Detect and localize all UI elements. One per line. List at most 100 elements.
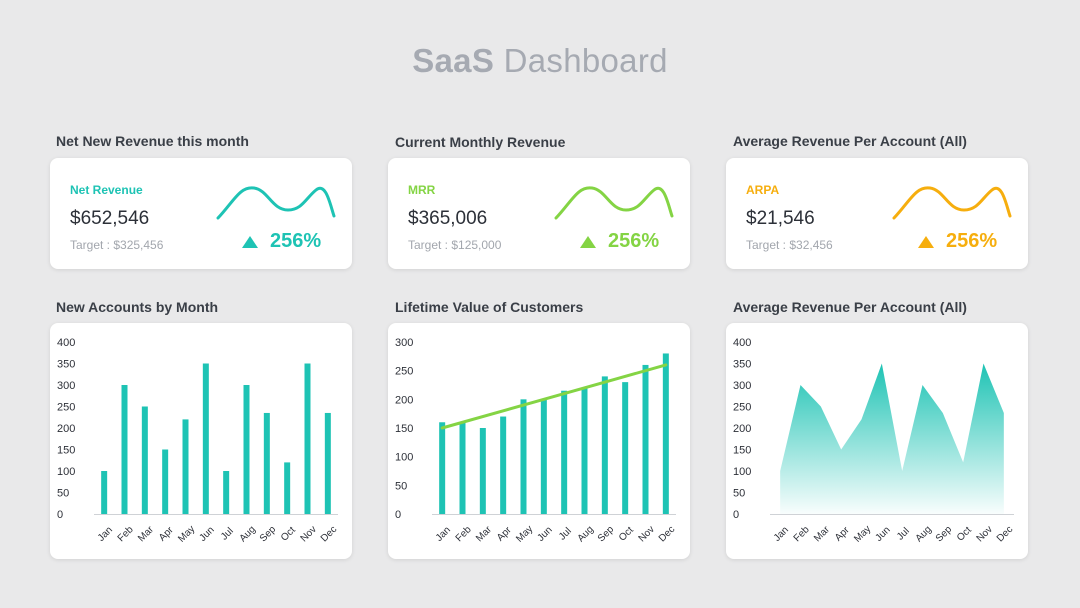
y-tick-label: 0 [733, 509, 739, 521]
area-series [780, 363, 1004, 514]
kpi-section-title-arpa: Average Revenue Per Account (All) [733, 133, 967, 149]
x-tick-label: Mar [474, 524, 494, 544]
kpi-change: 256% [580, 230, 659, 253]
bar-jul [561, 390, 568, 514]
x-tick-label: Aug [576, 524, 596, 544]
chart-card-new-accounts: 0 50 100 150 200 250 300 350 400 Jan Feb Mar Apr May J… [50, 323, 352, 559]
x-tick-label: Apr [157, 524, 176, 543]
x-tick-label: May [852, 524, 873, 545]
chart-card-arpa: 0 50 100 150 200 250 300 350 400 Jan Feb Mar Apr May J… [726, 323, 1028, 559]
bar-aug [243, 385, 250, 514]
y-tick-label: 50 [57, 488, 69, 500]
x-tick-label: Mar [136, 524, 156, 544]
x-tick-label: Oct [279, 525, 298, 544]
x-tick-label: Sep [596, 524, 617, 545]
x-tick-label: Jun [873, 525, 892, 544]
y-tick-label: 0 [57, 509, 63, 521]
sparkline-path [554, 186, 674, 220]
y-tick-label: 350 [57, 359, 75, 371]
x-tick-label: Feb [454, 524, 474, 544]
sparkline [554, 186, 674, 220]
y-tick-label: 350 [733, 359, 751, 371]
kpi-change: 256% [242, 230, 321, 253]
x-tick-label: Aug [238, 524, 258, 544]
kpi-section-title-mrr: Current Monthly Revenue [395, 134, 566, 150]
bar-jan [439, 422, 446, 514]
bar-jun [202, 363, 209, 514]
bar-jun [540, 399, 547, 514]
x-tick-label: Nov [975, 524, 995, 544]
y-tick-label: 200 [395, 394, 413, 406]
bar-apr [500, 416, 507, 514]
up-triangle-icon [918, 235, 934, 248]
kpi-section-title-net-revenue: Net New Revenue this month [56, 133, 249, 149]
kpi-change-value: 256% [270, 230, 322, 252]
kpi-label: ARPA [746, 183, 780, 197]
kpi-target: Target : $32,456 [746, 238, 833, 252]
y-tick-label: 50 [395, 480, 407, 492]
kpi-change-value: 256% [608, 230, 660, 252]
kpi-value: $365,006 [408, 208, 488, 229]
sparkline [216, 186, 336, 220]
y-tick-label: 400 [57, 337, 75, 349]
bar-nov [304, 363, 311, 514]
x-tick-label: Feb [792, 524, 812, 544]
x-tick-label: Jun [535, 525, 554, 544]
bar-feb [459, 422, 466, 514]
chart-title-lifetime-value: Lifetime Value of Customers [395, 299, 584, 315]
x-tick-label: Oct [617, 525, 636, 544]
y-tick-label: 100 [57, 466, 75, 478]
kpi-label: MRR [408, 183, 436, 197]
bar-mar [479, 428, 486, 514]
bar-apr [162, 449, 169, 514]
x-tick-label: Feb [116, 524, 136, 544]
y-tick-label: 300 [733, 380, 751, 392]
y-tick-label: 250 [395, 366, 413, 378]
kpi-card-net-revenue: Net Revenue $652,546 Target : $325,456 2… [50, 158, 352, 269]
kpi-card-arpa: ARPA $21,546 Target : $32,456 256% [726, 158, 1028, 269]
bar-oct [284, 462, 291, 514]
x-tick-label: Dec [319, 524, 339, 544]
bar-jan [101, 471, 108, 514]
bar-oct [622, 382, 629, 514]
bar-may [182, 419, 189, 514]
bar-dec [324, 412, 331, 514]
bar-jul [223, 471, 230, 514]
x-tick-label: Apr [495, 524, 514, 543]
y-tick-label: 150 [57, 445, 75, 457]
bar-aug [581, 387, 588, 514]
x-tick-label: May [514, 524, 535, 545]
x-tick-label: May [176, 524, 197, 545]
x-tick-label: Aug [914, 524, 934, 544]
bar-nov [642, 364, 649, 514]
lifetime-value-bar-chart: 0 50 100 150 200 250 300 Jan Feb Mar Apr May Jun Jul A… [395, 337, 677, 545]
chart-title-arpa: Average Revenue Per Account (All) [733, 299, 967, 315]
trend-line [440, 363, 668, 430]
y-tick-label: 0 [395, 509, 401, 521]
up-triangle-icon [580, 235, 596, 248]
x-tick-label: Jul [219, 526, 236, 543]
x-tick-label: Sep [934, 524, 955, 545]
bar-feb [121, 385, 128, 514]
y-tick-label: 250 [733, 402, 751, 414]
bar-may [520, 399, 527, 514]
x-tick-label: Dec [995, 524, 1015, 544]
page-title: SaaS Dashboard [412, 42, 668, 79]
y-tick-label: 300 [57, 380, 75, 392]
kpi-target: Target : $325,456 [70, 238, 164, 252]
x-tick-label: Jun [197, 525, 216, 544]
bar-sep [263, 412, 270, 514]
x-tick-label: Nov [299, 524, 319, 544]
chart-title-new-accounts: New Accounts by Month [56, 299, 219, 315]
y-tick-label: 150 [733, 445, 751, 457]
x-tick-label: Jul [895, 526, 912, 543]
y-tick-label: 50 [733, 488, 745, 500]
kpi-label: Net Revenue [70, 183, 143, 197]
y-tick-label: 250 [57, 402, 75, 414]
sparkline [892, 186, 1012, 220]
y-tick-label: 100 [395, 452, 413, 464]
kpi-target: Target : $125,000 [408, 238, 502, 252]
x-tick-label: Apr [833, 524, 852, 543]
y-tick-label: 150 [395, 423, 413, 435]
